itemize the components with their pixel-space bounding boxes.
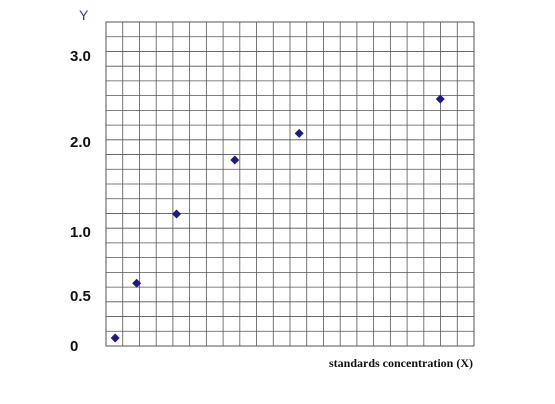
data-point bbox=[132, 278, 142, 288]
y-axis-letter: Y bbox=[79, 7, 89, 23]
y-tick-label: 2.0 bbox=[70, 134, 91, 151]
y-tick-label: 0.5 bbox=[70, 288, 91, 305]
data-point bbox=[110, 333, 120, 343]
data-points bbox=[110, 94, 445, 343]
data-point bbox=[435, 94, 445, 104]
data-point bbox=[172, 209, 182, 219]
data-point bbox=[230, 155, 240, 165]
x-axis-label: standards concentration (X) bbox=[329, 356, 473, 370]
y-tick-label: 1.0 bbox=[70, 224, 91, 241]
y-tick-labels: 3.0 2.0 1.0 0.5 0 bbox=[70, 48, 91, 355]
plot-grid bbox=[105, 21, 475, 347]
y-tick-label: 0 bbox=[70, 338, 78, 355]
data-point bbox=[294, 128, 304, 138]
y-tick-label: 3.0 bbox=[70, 48, 91, 65]
